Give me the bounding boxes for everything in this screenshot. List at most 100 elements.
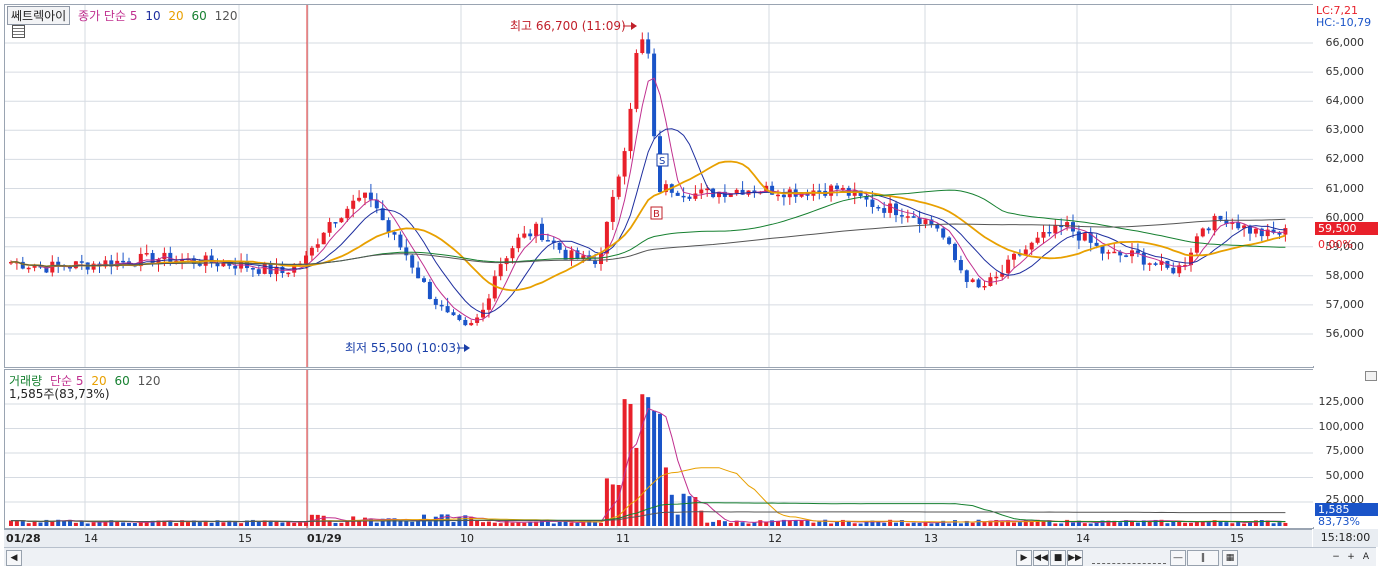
candle-body [1059,225,1064,228]
candle-body [1259,228,1264,237]
volume-bar [1106,520,1111,526]
volume-tick-label: 125,000 [1318,395,1365,408]
candle-body [215,263,220,267]
volume-bar [823,519,828,526]
time-axis-label: 01/28 [6,532,41,545]
candle-body [1035,237,1040,243]
candle-body [1017,253,1022,256]
volume-bar [132,523,137,526]
candle-body [416,267,421,279]
volume-bar [410,521,415,526]
time-axis-label: 12 [768,532,782,545]
volume-bar [510,522,515,526]
sell-signal-label: S [659,156,665,167]
buy-signal-label: B [653,209,660,220]
volume-bar [268,521,273,526]
candle-body [1183,265,1188,267]
zoom-plus-icon[interactable]: + [1347,552,1355,562]
volume-bar [864,521,869,526]
time-axis-label: 15 [238,532,252,545]
zoom-minus-icon[interactable]: − [1332,552,1340,562]
buy-signal-icon[interactable] [650,206,663,220]
volume-bar [1259,520,1264,526]
volume-bar [427,521,432,526]
volume-bar [1059,523,1064,526]
price-panel[interactable]: 최고 66,700 (11:09) 최저 55,500 (10:03) S B 쎄트렉… [4,4,1314,368]
volume-bar [923,521,928,526]
volume-bar [79,520,84,526]
scroll-left-icon[interactable]: ◀ [6,550,22,566]
volume-bar [882,522,887,526]
volume-bar [681,493,686,526]
volume-value: 1,585주(83,73%) [9,387,110,401]
stop-icon[interactable]: ■ [1050,550,1066,566]
price-chart[interactable]: 최고 66,700 (11:09) 최저 55,500 (10:03) S B [5,5,1313,367]
candle-body [250,268,255,270]
candle-body [1053,225,1058,234]
candle-body [327,222,332,233]
candle-body [469,322,474,326]
volume-panel[interactable]: 거래량 단순 5 20 60 120 1,585주(83,73%) [4,369,1314,529]
volume-bar [250,519,255,526]
volume-bar [180,520,185,526]
candle-body [534,223,539,237]
candle-body [911,216,916,218]
sell-signal-icon[interactable] [656,153,669,167]
zoom-fit-icon[interactable]: ▦ [1222,550,1238,566]
moving-average-line [10,128,1286,314]
volume-bar [858,523,863,526]
zoom-slider[interactable] [1092,551,1166,564]
volume-bar [227,520,232,526]
candle-body [899,215,904,217]
candle-body [1242,225,1247,229]
volume-bar [1277,521,1282,526]
candle-body [663,184,668,193]
volume-bar [569,522,574,526]
volume-bar [292,522,297,526]
candle-body [32,266,37,268]
auto-scale-icon[interactable]: A [1362,552,1370,562]
volume-bar [1130,520,1134,526]
candle-body [581,255,586,260]
candle-body [427,281,432,299]
volume-bar [68,519,72,526]
volume-bar [1012,522,1016,526]
volume-bar [894,522,898,526]
volume-bar [846,520,851,526]
volume-bar [191,520,196,526]
volume-bar [203,521,208,526]
stock-set-button[interactable]: 쎄트렉아이 [7,6,71,25]
zoom-out-icon[interactable]: ― [1170,550,1186,566]
skip-back-icon[interactable]: ◀◀ [1033,550,1049,566]
volume-bar [1135,522,1140,526]
grid-table-icon[interactable] [12,25,25,38]
volume-bar [575,522,580,526]
candle-body [1159,260,1164,265]
volume-bar [1200,521,1205,526]
volume-bar [32,520,37,526]
volume-bar [286,521,291,526]
skip-forward-icon[interactable]: ▶▶ [1067,550,1083,566]
volume-tick-label: 50,000 [1325,468,1365,482]
price-legend-title: 종가 단순 [78,9,127,23]
time-axis-label: 11 [616,532,630,545]
zoom-handle-icon[interactable]: ‖ [1187,550,1219,566]
volume-bar [115,521,120,526]
panel-collapse-button[interactable] [1365,371,1377,381]
time-axis-label: 15 [1230,532,1244,545]
candle-body [38,266,43,268]
volume-bar [870,520,875,526]
candle-body [675,192,680,196]
candle-body [829,185,834,196]
candle-body [1023,249,1028,255]
volume-bar [398,520,403,526]
volume-chart[interactable] [5,370,1313,528]
candle-body [734,189,739,194]
chart-scrollbar[interactable]: ◀ ▶ ◀◀ ■ ▶▶ ― ‖ ▦ − + A [4,547,1376,566]
candle-body [1277,232,1282,235]
volume-bar [835,521,839,526]
candle-body [1118,251,1123,256]
volume-bar [1189,522,1193,526]
scroll-right-end-icon[interactable]: ▶ [1016,550,1032,566]
candle-body [404,247,409,256]
